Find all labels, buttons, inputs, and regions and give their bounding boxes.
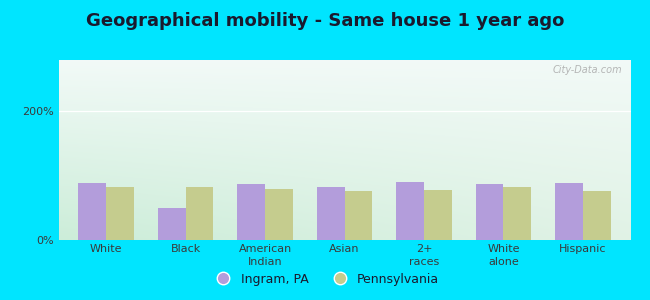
Bar bbox=[265, 189, 293, 240]
Text: Geographical mobility - Same house 1 year ago: Geographical mobility - Same house 1 yea… bbox=[86, 12, 564, 30]
Bar bbox=[476, 184, 503, 240]
Bar bbox=[106, 187, 134, 240]
Bar bbox=[186, 187, 213, 240]
Bar bbox=[158, 208, 186, 240]
Bar bbox=[555, 183, 583, 240]
Legend: Ingram, PA, Pennsylvania: Ingram, PA, Pennsylvania bbox=[205, 268, 445, 291]
Bar bbox=[317, 187, 345, 240]
Bar bbox=[503, 187, 531, 240]
Bar bbox=[237, 184, 265, 240]
Bar bbox=[344, 190, 372, 240]
Bar bbox=[424, 190, 452, 240]
Bar bbox=[79, 183, 106, 240]
Text: City-Data.com: City-Data.com bbox=[552, 65, 622, 75]
Bar bbox=[583, 190, 610, 240]
Bar bbox=[396, 182, 424, 240]
